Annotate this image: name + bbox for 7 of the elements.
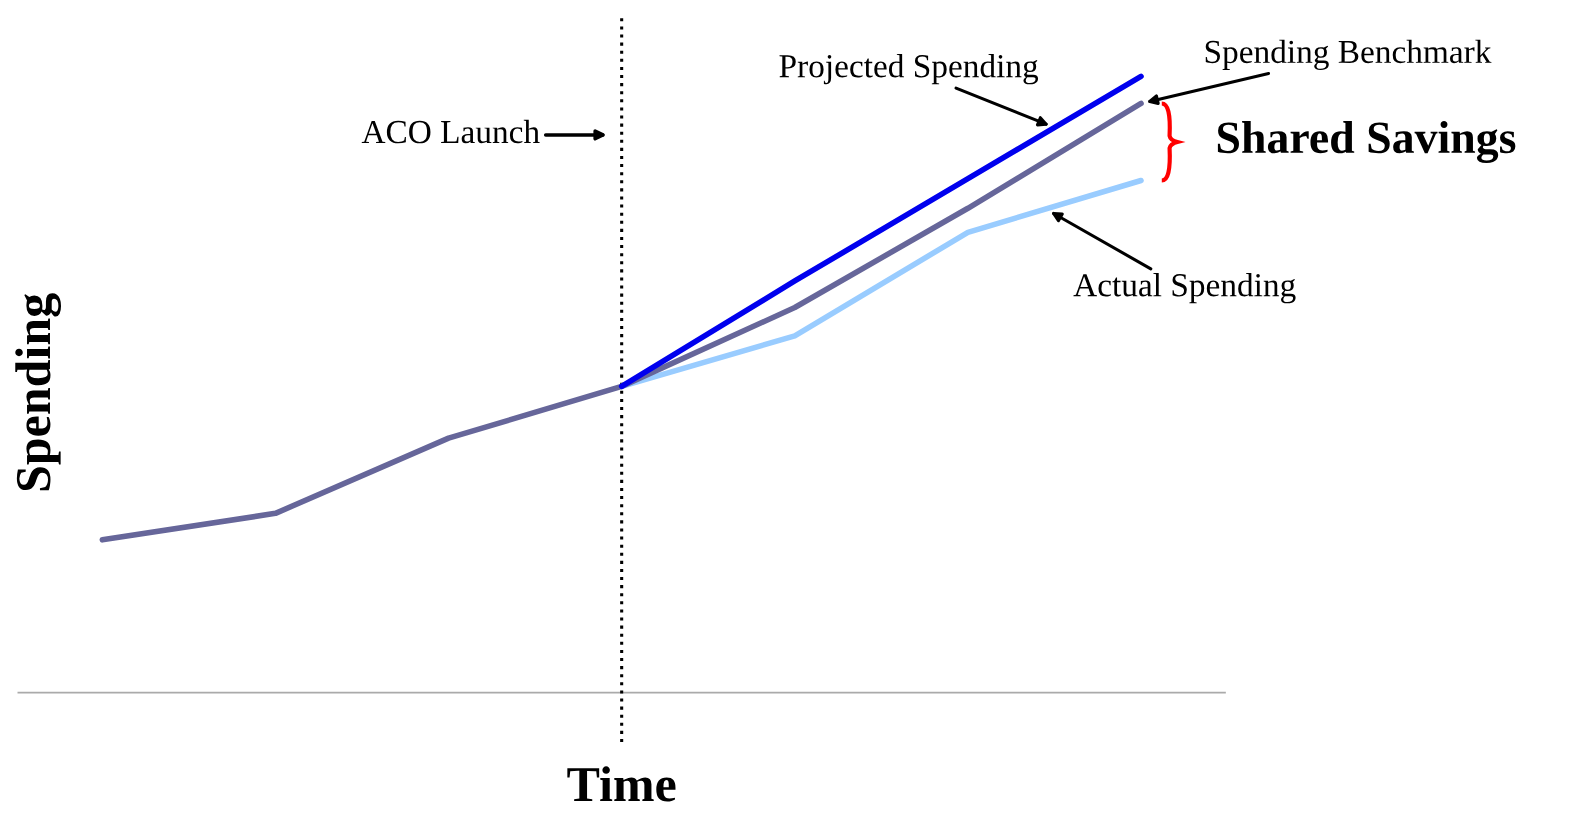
- series-label: Projected Spending: [779, 54, 1039, 85]
- text: Spending Benchmark: [1205, 39, 1492, 71]
- y-axis-title: Spending: [15, 293, 62, 491]
- text: Actual Spending: [1073, 273, 1296, 304]
- annotation: ACO Launch: [361, 119, 540, 144]
- x-axis-title: Time: [567, 766, 676, 802]
- annotation: Shared Savings: [1217, 121, 1516, 163]
